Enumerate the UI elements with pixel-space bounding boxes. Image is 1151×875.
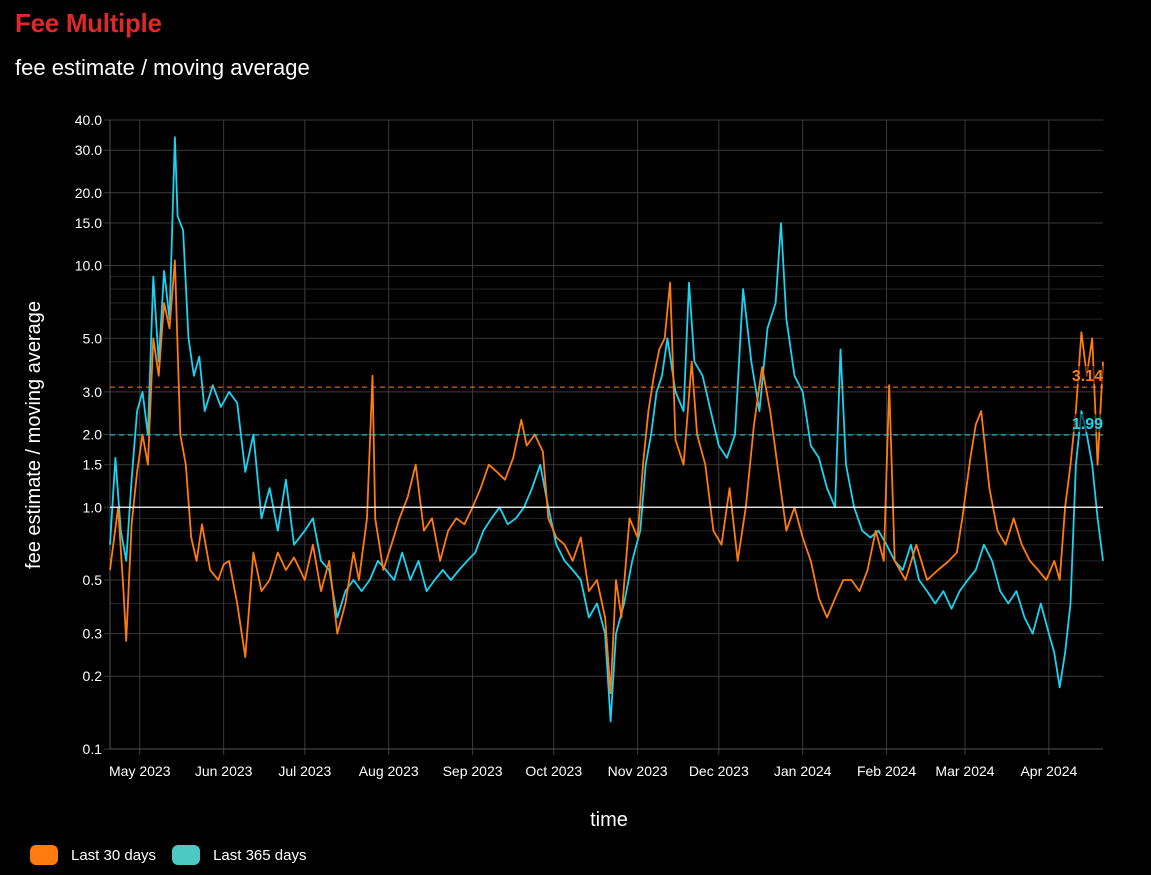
chart-subtitle: fee estimate / moving average (15, 55, 310, 80)
x-tick-label: Sep 2023 (443, 763, 503, 779)
chart-title: Fee Multiple (15, 8, 162, 38)
y-tick-label: 1.0 (83, 499, 103, 515)
y-axis-title: fee estimate / moving average (23, 301, 45, 569)
x-tick-label: Jul 2023 (278, 763, 331, 779)
y-tick-label: 0.2 (83, 668, 103, 684)
reference-label-3.14: 3.14 (1072, 368, 1103, 385)
x-tick-label: May 2023 (109, 763, 171, 779)
legend-swatch-teal (172, 845, 201, 865)
y-tick-label: 5.0 (83, 330, 103, 346)
legend: Last 30 days Last 365 days (30, 845, 322, 865)
y-tick-label: 20.0 (75, 185, 102, 201)
legend-swatch-orange (30, 845, 58, 865)
legend-label: Last 365 days (213, 846, 307, 864)
x-tick-label: Aug 2023 (359, 763, 419, 779)
y-tick-label: 15.0 (75, 215, 102, 231)
legend-item-last-30-days[interactable]: Last 30 days (30, 845, 156, 865)
x-tick-label: Jan 2024 (774, 763, 832, 779)
y-tick-label: 0.3 (83, 626, 103, 642)
x-tick-label: Apr 2024 (1020, 763, 1077, 779)
x-tick-label: Mar 2024 (935, 763, 994, 779)
series-line-last-30-days (109, 259, 1104, 695)
x-tick-label: Jun 2023 (195, 763, 253, 779)
x-axis-title: time (590, 809, 628, 831)
series-line-last-365-days (109, 136, 1104, 723)
reference-label-bg (1063, 414, 1103, 433)
x-tick-label: Oct 2023 (525, 763, 582, 779)
y-tick-label: 0.5 (83, 572, 103, 588)
reference-label-bg (1063, 366, 1103, 385)
y-tick-label: 2.0 (83, 427, 103, 443)
y-tick-label: 1.5 (83, 457, 103, 473)
legend-item-last-365-days[interactable]: Last 365 days (172, 845, 306, 865)
y-tick-label: 10.0 (75, 258, 102, 274)
y-tick-label: 0.1 (83, 741, 103, 757)
y-tick-label: 40.0 (75, 112, 102, 128)
x-tick-label: Dec 2023 (689, 763, 749, 779)
y-tick-label: 30.0 (75, 142, 102, 158)
fee-multiple-chart: 0.1 0.2 0.3 0.5 1.0 1.5 2.0 3.0 5.0 10.0 15.0 20.0 3… (23, 112, 1104, 831)
y-tick-label: 3.0 (83, 384, 103, 400)
x-tick-label: Feb 2024 (857, 763, 916, 779)
reference-label-1.99: 1.99 (1072, 416, 1103, 433)
legend-label: Last 30 days (71, 846, 157, 864)
x-tick-label: Nov 2023 (608, 763, 668, 779)
